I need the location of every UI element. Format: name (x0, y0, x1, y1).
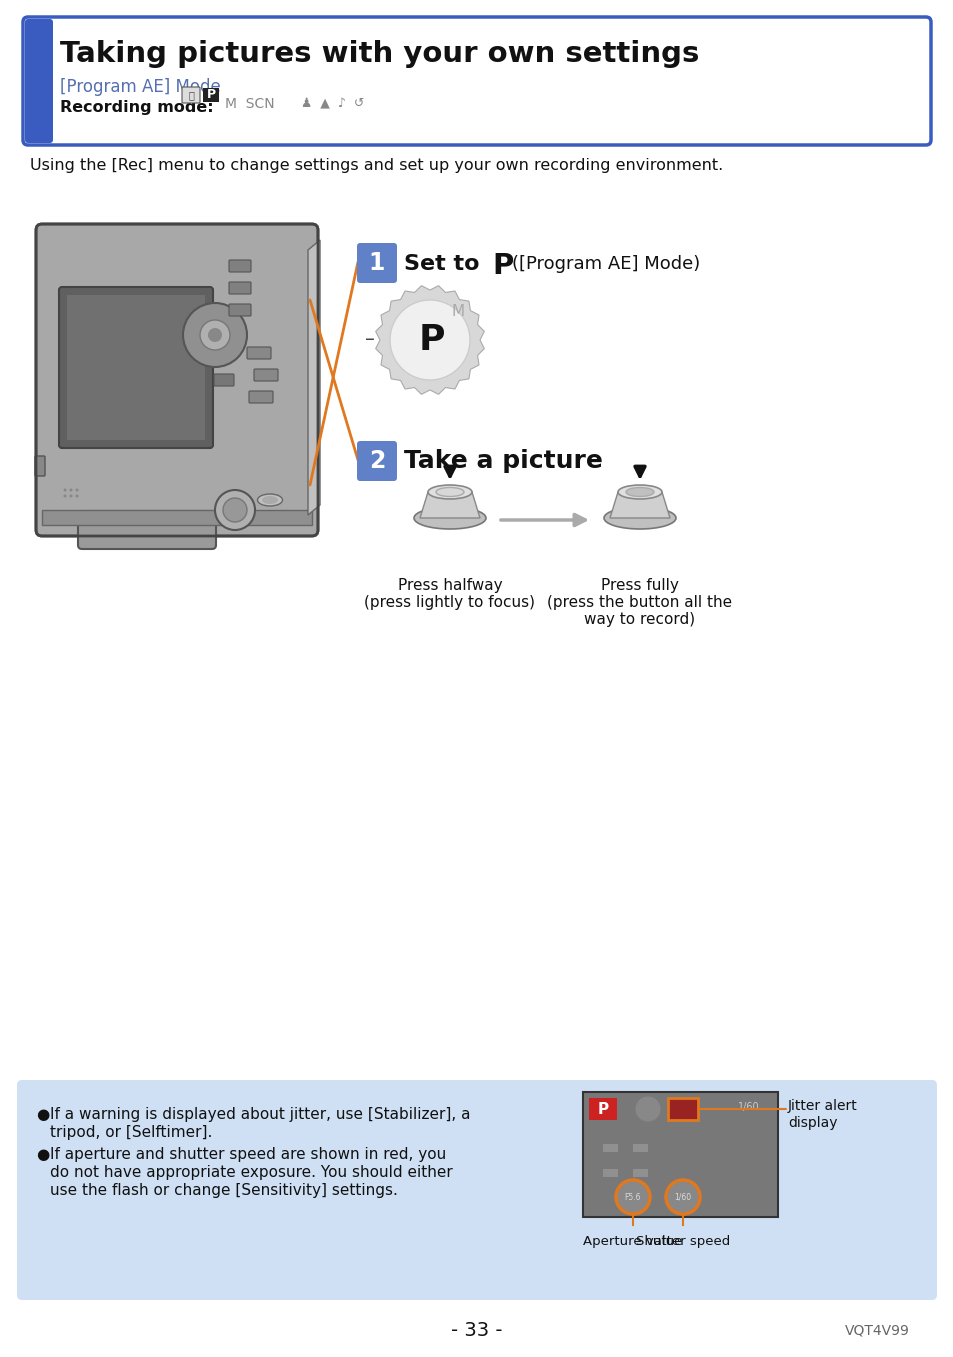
Bar (602, 1144, 618, 1152)
Circle shape (200, 320, 230, 350)
FancyBboxPatch shape (17, 1080, 936, 1300)
Ellipse shape (262, 497, 277, 503)
Text: P: P (418, 323, 445, 357)
FancyBboxPatch shape (182, 87, 200, 103)
Circle shape (75, 489, 78, 491)
Text: P: P (492, 252, 513, 280)
FancyBboxPatch shape (356, 243, 396, 284)
Text: Jitter alert: Jitter alert (787, 1099, 857, 1113)
FancyBboxPatch shape (25, 19, 53, 142)
Text: Using the [Rec] menu to change settings and set up your own recording environmen: Using the [Rec] menu to change settings … (30, 157, 722, 172)
Text: P: P (206, 88, 215, 102)
FancyBboxPatch shape (247, 347, 271, 360)
Text: 📷: 📷 (188, 90, 193, 100)
Circle shape (390, 300, 470, 380)
FancyBboxPatch shape (67, 294, 205, 440)
FancyBboxPatch shape (249, 391, 273, 403)
FancyBboxPatch shape (253, 369, 277, 381)
Text: 1/60: 1/60 (674, 1193, 691, 1201)
Polygon shape (42, 510, 312, 525)
FancyBboxPatch shape (59, 286, 213, 448)
Text: Taking pictures with your own settings: Taking pictures with your own settings (60, 39, 699, 68)
Text: VQT4V99: VQT4V99 (844, 1323, 909, 1337)
Polygon shape (308, 240, 319, 516)
Text: Press fully: Press fully (600, 578, 679, 593)
Circle shape (616, 1181, 649, 1215)
Bar (602, 1168, 618, 1177)
FancyBboxPatch shape (35, 456, 45, 476)
Text: (press the button all the: (press the button all the (547, 594, 732, 611)
Ellipse shape (436, 487, 463, 497)
Text: If a warning is displayed about jitter, use [Stabilizer], a: If a warning is displayed about jitter, … (50, 1107, 470, 1122)
Circle shape (208, 328, 222, 342)
Circle shape (636, 1096, 659, 1121)
Bar (40, 22, 52, 140)
Polygon shape (419, 493, 479, 518)
Text: do not have appropriate exposure. You should either: do not have appropriate exposure. You sh… (50, 1166, 453, 1181)
Text: F5.6: F5.6 (624, 1193, 640, 1201)
Text: P: P (597, 1102, 608, 1117)
Circle shape (70, 494, 72, 498)
Ellipse shape (618, 484, 661, 499)
Text: Take a picture: Take a picture (403, 449, 602, 474)
Bar (633, 1144, 647, 1152)
Text: [Program AE] Mode: [Program AE] Mode (60, 77, 220, 96)
Circle shape (64, 494, 67, 498)
Polygon shape (375, 286, 484, 395)
FancyBboxPatch shape (23, 18, 930, 145)
Bar (582, 1092, 778, 1217)
Circle shape (665, 1181, 700, 1215)
Text: tripod, or [Selftimer].: tripod, or [Selftimer]. (50, 1125, 213, 1140)
Text: (press lightly to focus): (press lightly to focus) (364, 594, 535, 611)
Text: M: M (451, 304, 464, 319)
FancyBboxPatch shape (229, 282, 251, 294)
Bar (633, 1168, 647, 1177)
Text: ([Program AE] Mode): ([Program AE] Mode) (512, 255, 700, 273)
Circle shape (75, 494, 78, 498)
Bar (667, 1098, 698, 1120)
Circle shape (183, 303, 247, 366)
FancyBboxPatch shape (36, 224, 317, 536)
Ellipse shape (428, 484, 472, 499)
Circle shape (214, 490, 254, 531)
Text: Aperture value: Aperture value (582, 1235, 682, 1248)
Text: Shutter speed: Shutter speed (636, 1235, 729, 1248)
Text: M  SCN: M SCN (225, 96, 274, 111)
Text: display: display (787, 1115, 837, 1130)
Ellipse shape (625, 487, 654, 497)
Text: 2: 2 (369, 449, 385, 474)
FancyBboxPatch shape (229, 304, 251, 316)
Text: ●: ● (36, 1147, 50, 1162)
Text: way to record): way to record) (584, 612, 695, 627)
Ellipse shape (414, 508, 485, 529)
Text: ♟  ▲  ♪  ↺: ♟ ▲ ♪ ↺ (301, 96, 364, 110)
Text: –: – (365, 331, 375, 350)
FancyBboxPatch shape (203, 88, 219, 102)
FancyBboxPatch shape (229, 261, 251, 271)
Text: ●: ● (36, 1107, 50, 1122)
Ellipse shape (257, 494, 282, 506)
Polygon shape (609, 493, 669, 518)
Text: Press halfway: Press halfway (397, 578, 502, 593)
Circle shape (64, 489, 67, 491)
Circle shape (379, 290, 479, 389)
FancyBboxPatch shape (78, 512, 215, 550)
Ellipse shape (603, 508, 676, 529)
FancyBboxPatch shape (356, 441, 396, 480)
FancyBboxPatch shape (213, 375, 233, 385)
Text: If aperture and shutter speed are shown in red, you: If aperture and shutter speed are shown … (50, 1147, 446, 1162)
Text: 1: 1 (369, 251, 385, 275)
Bar (588, 1098, 617, 1120)
Text: Recording mode:: Recording mode: (60, 100, 213, 115)
Text: - 33 -: - 33 - (451, 1320, 502, 1339)
Text: 1/60: 1/60 (738, 1102, 759, 1111)
Text: Set to: Set to (403, 254, 479, 274)
Text: use the flash or change [Sensitivity] settings.: use the flash or change [Sensitivity] se… (50, 1183, 397, 1198)
Circle shape (223, 498, 247, 522)
Circle shape (70, 489, 72, 491)
